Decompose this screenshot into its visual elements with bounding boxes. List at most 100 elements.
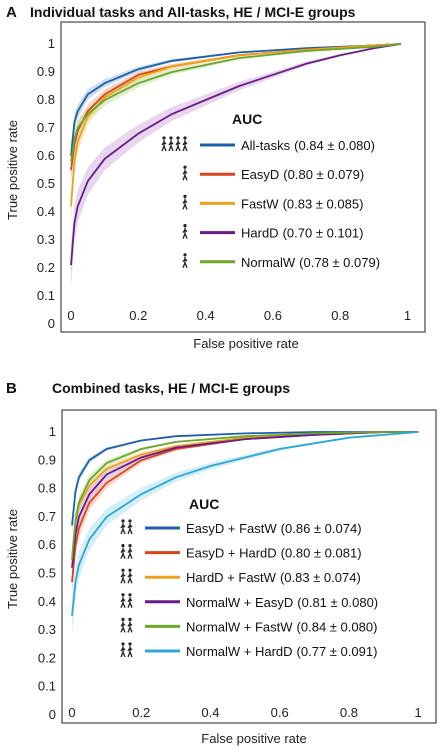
y-tick-label: 0.4	[38, 594, 56, 609]
roc-line-fastw	[70, 43, 401, 207]
ci-band-easyd-fastw	[72, 432, 419, 535]
panel-a-letter: A	[6, 4, 17, 21]
panel-b-ylabel: True positive rate	[5, 509, 20, 609]
legend-series-name: EasyD + FastW	[186, 521, 277, 536]
legend-series-name: FastW	[241, 196, 279, 211]
y-tick-label: 0.2	[37, 260, 55, 275]
walker-pair-n-2-icon	[120, 617, 133, 633]
roc-line-normalw-easyd	[71, 431, 419, 568]
x-tick-label: 0.8	[331, 308, 349, 323]
legend-series-name: EasyD	[241, 167, 279, 182]
y-tick-label: 0.5	[38, 566, 56, 581]
y-tick-label: 0.8	[38, 481, 56, 496]
panel-b: B Combined tasks, HE / MCI-E groups 0 0.1…	[5, 380, 437, 746]
legend-auc-value: (0.84 ± 0.080)	[297, 619, 378, 634]
walker-3-icon	[182, 224, 188, 239]
y-tick-label: 0.8	[37, 92, 55, 107]
legend-label: NormalW + HardD (0.77 ± 0.091)	[186, 644, 377, 659]
legend-series-name: NormalW + FastW	[186, 619, 293, 634]
plot-frame	[60, 21, 426, 333]
legend-auc-value: (0.83 ± 0.074)	[280, 570, 361, 585]
panel-b-letter: B	[6, 380, 17, 397]
x-tick-label: 0.8	[340, 705, 358, 720]
y-tick-label: 0	[48, 316, 55, 331]
legend-series-name: EasyD + HardD	[186, 546, 277, 561]
roc-line-hardd-fastw	[71, 431, 419, 560]
legend-auc-value: (0.80 ± 0.079)	[283, 167, 364, 182]
walker-1-icon	[182, 165, 188, 181]
x-tick-label: 0.2	[132, 705, 150, 720]
legend-label: EasyD (0.80 ± 0.079)	[241, 167, 364, 182]
legend-series-name: HardD + FastW	[186, 570, 277, 585]
legend-auc-value: (0.70 ± 0.101)	[283, 226, 364, 241]
roc-line-hardd	[70, 43, 401, 266]
legend-label: NormalW + FastW (0.84 ± 0.080)	[186, 619, 377, 634]
legend-label: NormalW + EasyD (0.81 ± 0.080)	[186, 595, 378, 610]
legend-label: HardD + FastW (0.83 ± 0.074)	[186, 570, 361, 585]
legend-series-name: NormalW + EasyD	[186, 595, 293, 610]
four-walkers-icon	[161, 136, 188, 152]
legend-auc-value: (0.80 ± 0.081)	[281, 546, 362, 561]
panel-a-title: Individual tasks and All-tasks, HE / MCI…	[30, 4, 356, 20]
panel-a-legend: All-tasks (0.84 ± 0.080) EasyD (0.80 ± 0.07…	[161, 136, 380, 270]
plot-a: 0 0.1 0.2 0.3 0.4 0.5 0.6 0.7 0.8 0.9 1 0 0.2 0.4 0.6 0…	[37, 21, 426, 333]
x-tick-label: 0.4	[197, 308, 215, 323]
y-tick-label: 0.1	[38, 679, 56, 694]
legend-series-name: NormalW	[241, 255, 296, 270]
panel-b-title: Combined tasks, HE / MCI-E groups	[52, 380, 290, 396]
walker-icon	[182, 253, 188, 269]
panel-a: A Individual tasks and All-tasks, HE / M…	[5, 4, 426, 351]
x-tick-label: 0.4	[201, 705, 219, 720]
roc-line-normalw	[70, 43, 401, 162]
legend-series-name: All-tasks	[241, 138, 291, 153]
walker-pair-n-1-icon	[120, 593, 133, 609]
legend-label: All-tasks (0.84 ± 0.080)	[241, 138, 375, 153]
x-tick-label: 0.6	[271, 705, 289, 720]
panel-b-legend-title: AUC	[189, 496, 219, 512]
x-tick-label: 0	[68, 705, 75, 720]
legend-label: FastW (0.83 ± 0.085)	[241, 196, 363, 211]
panel-a-ylabel: True positive rate	[5, 120, 20, 220]
panel-a-legend-title: AUC	[232, 111, 262, 127]
ci-band-normalw	[71, 44, 401, 174]
legend-auc-value: (0.77 ± 0.091)	[297, 644, 378, 659]
legend-auc-value: (0.83 ± 0.085)	[283, 196, 364, 211]
walker-pair-1-3-icon	[120, 544, 133, 559]
y-tick-label: 0	[49, 707, 56, 722]
walker-pair-n-3-icon	[120, 642, 133, 658]
y-tick-label: 0.9	[37, 64, 55, 79]
plot-b: 0 0.1 0.2 0.3 0.4 0.5 0.6 0.7 0.8 0.9 1 0 0.2 0.4 0.6 0…	[38, 409, 437, 724]
walker-2-icon	[182, 194, 188, 210]
panel-b-legend: EasyD + FastW (0.86 ± 0.074) EasyD + HardD…	[120, 519, 378, 659]
x-tick-label: 1	[404, 308, 411, 323]
legend-label: EasyD + FastW (0.86 ± 0.074)	[186, 521, 362, 536]
y-tick-label: 1	[48, 36, 55, 51]
roc-line-normalw-fastw	[71, 431, 419, 560]
y-tick-label: 0.9	[38, 452, 56, 467]
panel-a-xlabel: False positive rate	[193, 336, 299, 351]
x-tick-label: 0.2	[129, 308, 147, 323]
roc-line-easyd-fastw	[71, 431, 419, 526]
legend-series-name: NormalW + HardD	[186, 644, 293, 659]
legend-auc-value: (0.86 ± 0.074)	[281, 521, 362, 536]
walker-pair-3-2-icon	[120, 568, 133, 584]
legend-label: NormalW (0.78 ± 0.079)	[241, 255, 380, 270]
x-tick-label: 1	[415, 705, 422, 720]
ci-band-hardd	[71, 44, 401, 288]
y-tick-label: 0.6	[37, 148, 55, 163]
y-tick-label: 0.7	[38, 509, 56, 524]
y-tick-label: 0.6	[38, 537, 56, 552]
walker-pair-1-2-icon	[120, 519, 133, 535]
y-tick-label: 0.2	[38, 650, 56, 665]
y-tick-label: 0.1	[37, 288, 55, 303]
legend-auc-value: (0.81 ± 0.080)	[297, 595, 378, 610]
legend-series-name: HardD	[241, 226, 279, 241]
y-tick-label: 0.4	[37, 204, 55, 219]
x-tick-label: 0	[67, 308, 74, 323]
ci-band-normalw-hardd	[72, 432, 419, 635]
y-tick-label: 1	[49, 424, 56, 439]
roc-line-all-tasks	[70, 43, 401, 157]
y-tick-label: 0.5	[37, 176, 55, 191]
y-tick-label: 0.7	[37, 120, 55, 135]
